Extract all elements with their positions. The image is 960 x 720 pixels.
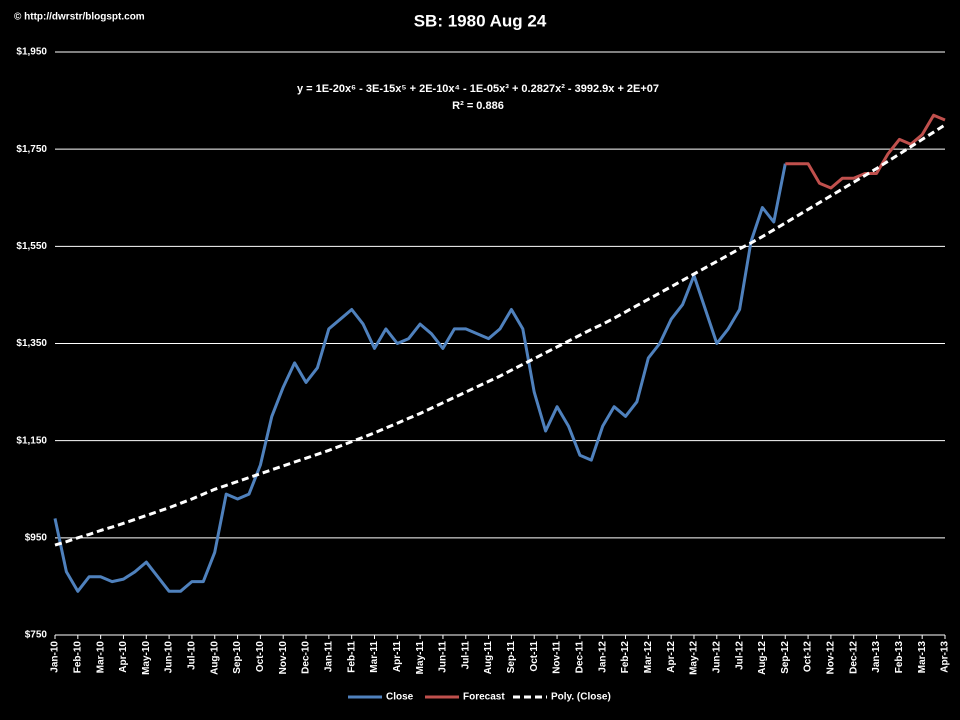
- x-tick-label: Jan-12: [597, 641, 608, 673]
- x-tick-label: Dec-10: [301, 641, 312, 674]
- y-tick-label: $1,550: [16, 241, 47, 252]
- y-tick-label: $950: [25, 532, 48, 543]
- x-tick-label: Feb-11: [346, 641, 357, 673]
- x-tick-label: Oct-12: [803, 641, 814, 673]
- x-tick-label: Aug-12: [757, 641, 768, 675]
- x-tick-label: Apr-10: [118, 641, 129, 673]
- y-tick-label: $1,350: [16, 338, 47, 349]
- y-tick-label: $750: [25, 630, 48, 641]
- x-tick-label: Nov-10: [278, 641, 289, 675]
- x-tick-label: Mar-11: [369, 641, 380, 673]
- x-tick-label: Apr-13: [940, 641, 951, 673]
- y-tick-label: $1,950: [16, 47, 47, 58]
- chart-title: SB: 1980 Aug 24: [414, 11, 547, 30]
- x-tick-label: Jul-12: [734, 641, 745, 670]
- x-tick-label: Jan-13: [871, 641, 882, 673]
- x-tick-label: Jul-10: [187, 641, 198, 670]
- x-tick-label: May-10: [141, 641, 152, 675]
- x-tick-label: Dec-11: [575, 641, 586, 674]
- x-tick-label: Feb-12: [620, 641, 631, 674]
- x-tick-label: Jan-11: [323, 641, 334, 673]
- r-squared: R² = 0.886: [452, 100, 504, 112]
- x-tick-label: Feb-13: [894, 641, 905, 674]
- x-tick-label: Jan-10: [50, 641, 61, 673]
- x-tick-label: Mar-10: [95, 641, 106, 674]
- watermark: © http://dwrstr/blogspt.com: [14, 12, 145, 23]
- x-tick-label: Oct-10: [255, 641, 266, 673]
- series-line: [785, 113, 946, 190]
- x-tick-label: Sep-12: [780, 641, 791, 674]
- trend-equation: y = 1E-20x⁶ - 3E-15x⁵ + 2E-10x⁴ - 1E-05x…: [297, 83, 659, 95]
- x-tick-label: Mar-12: [643, 641, 654, 674]
- x-tick-label: Sep-11: [506, 641, 517, 674]
- x-tick-label: Apr-12: [666, 641, 677, 673]
- y-tick-label: $1,150: [16, 435, 47, 446]
- x-tick-label: Dec-12: [848, 641, 859, 674]
- x-tick-label: Jul-11: [460, 641, 471, 670]
- legend-label: Forecast: [463, 692, 505, 703]
- x-tick-label: May-12: [689, 641, 700, 675]
- x-tick-label: Aug-11: [483, 641, 494, 675]
- x-tick-label: Jun-10: [164, 641, 175, 674]
- legend-label: Poly. (Close): [551, 692, 611, 703]
- x-tick-label: Aug-10: [209, 641, 220, 675]
- legend-label: Close: [386, 692, 414, 703]
- x-tick-label: Oct-11: [529, 641, 540, 672]
- series-line: [54, 123, 946, 547]
- x-tick-label: Mar-13: [917, 641, 928, 674]
- x-tick-label: Jun-12: [711, 641, 722, 674]
- x-tick-label: Nov-12: [826, 641, 837, 675]
- x-tick-label: Sep-10: [232, 641, 243, 674]
- x-tick-label: Jun-11: [438, 641, 449, 673]
- x-tick-label: Feb-10: [72, 641, 83, 674]
- series-line: [53, 163, 787, 593]
- x-tick-label: Apr-11: [392, 641, 403, 673]
- y-tick-label: $1,750: [16, 144, 47, 155]
- x-tick-label: May-11: [415, 641, 426, 675]
- x-tick-label: Nov-11: [552, 641, 563, 674]
